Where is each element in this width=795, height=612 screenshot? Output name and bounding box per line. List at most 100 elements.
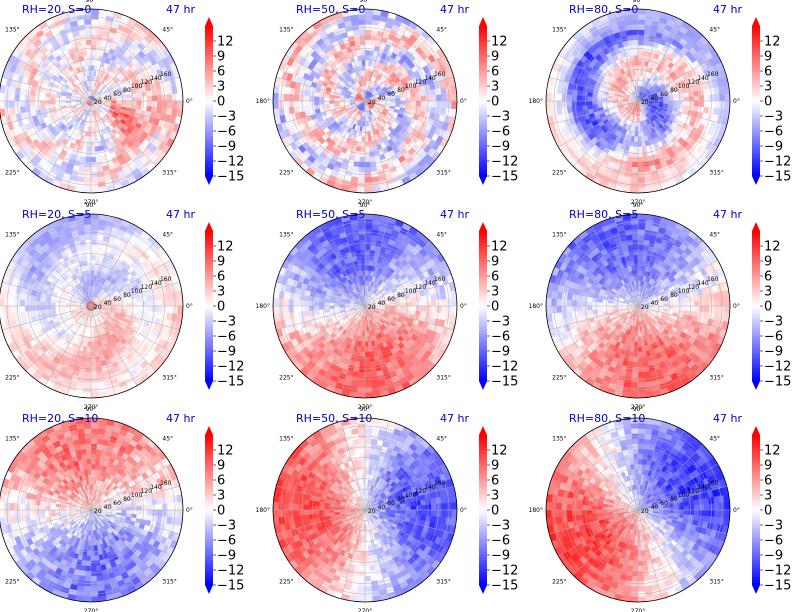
heatmap-cell — [637, 8, 647, 15]
heatmap-cell — [420, 105, 427, 112]
colorbar-segment — [479, 163, 487, 167]
heatmap-cell — [90, 34, 98, 41]
colorbar-segment — [205, 83, 213, 87]
colorbar-tick-label: −9 — [764, 140, 783, 155]
heatmap-cell — [293, 94, 300, 102]
heatmap-cell — [82, 346, 88, 353]
heatmap-cell — [688, 100, 695, 107]
heatmap-cell — [441, 100, 447, 109]
heatmap-cell — [298, 100, 305, 108]
heatmap-cell — [29, 95, 36, 102]
heatmap-cell — [358, 29, 366, 36]
heatmap-cell — [642, 39, 649, 46]
theta-tick-label: 135° — [552, 27, 566, 34]
heatmap-cell — [303, 100, 310, 107]
colorbar-segment — [752, 111, 760, 114]
heatmap-cell — [136, 301, 143, 307]
polar-panel: 0°45°90°135°180°225°270°315°204060801001… — [256, 0, 519, 206]
colorbar-segment — [752, 123, 760, 127]
colorbar-tick-label: 0 — [491, 95, 499, 110]
colorbar-tick-label: 12 — [217, 35, 234, 50]
heatmap-cell — [630, 24, 639, 30]
colorbar-segment — [752, 88, 760, 92]
heatmap-cell — [364, 187, 374, 194]
colorbar-segment — [479, 76, 487, 79]
colorbar-segment — [479, 101, 487, 104]
heatmap-cell — [151, 94, 158, 102]
heatmap-cell — [714, 100, 720, 109]
colorbar-tick-label: 6 — [764, 65, 772, 80]
heatmap-cell — [0, 84, 6, 94]
heatmap-cell — [714, 93, 720, 102]
r-tick-label: 80 — [123, 87, 131, 94]
colorbar-segment — [205, 71, 213, 74]
colorbar-tick-label: −15 — [491, 170, 518, 185]
heatmap-cell — [303, 90, 310, 97]
heatmap-cell — [288, 100, 294, 109]
colorbar-segment — [205, 143, 213, 147]
colorbar-segment — [205, 73, 213, 77]
heatmap-cell — [356, 141, 362, 148]
r-tick-label: 160 — [707, 71, 719, 78]
colorbar-segment — [205, 118, 213, 122]
colorbar-segment — [205, 146, 213, 149]
heatmap-cell — [364, 19, 373, 25]
time-label: 47 hr — [713, 3, 742, 16]
heatmap-cell — [141, 100, 148, 107]
heatmap-cell — [364, 29, 372, 36]
heatmap-cell — [688, 95, 695, 102]
heatmap-cell — [86, 49, 92, 56]
heatmap-cell — [355, 151, 361, 158]
colorbar-segment — [205, 46, 213, 49]
colorbar-segment — [752, 61, 760, 64]
heatmap-cell — [9, 93, 15, 102]
heatmap-cell — [81, 146, 88, 153]
heatmap-cell — [571, 100, 578, 108]
heatmap-cell — [683, 104, 690, 111]
heatmap-cell — [556, 100, 562, 109]
colorbar-segment — [752, 126, 760, 129]
heatmap-cell — [364, 54, 370, 61]
colorbar-segment — [752, 36, 760, 39]
colorbar-segment — [205, 58, 213, 62]
heatmap-cell — [634, 136, 639, 143]
colorbar-segment — [205, 31, 213, 34]
heatmap-cell — [90, 54, 96, 61]
colorbar-segment — [205, 61, 213, 64]
heatmap-cell — [683, 100, 690, 106]
heatmap-cell — [90, 187, 100, 194]
colorbar-segment — [752, 68, 760, 72]
heatmap-cell — [576, 95, 583, 102]
colorbar-segment — [205, 33, 213, 37]
colorbar-tick-label: −3 — [491, 110, 510, 125]
heatmap-cell — [571, 89, 578, 96]
polar-panel: 0°45°90°135°180°225°270°315°204060801001… — [0, 202, 244, 411]
heatmap-cell — [357, 177, 366, 183]
heatmap-cell — [637, 54, 643, 61]
polar-grid — [273, 9, 457, 193]
heatmap-cell — [80, 156, 87, 163]
colorbar-segment — [752, 91, 760, 94]
colorbar-tick-label: 6 — [217, 65, 225, 80]
colorbar-segment — [752, 71, 760, 74]
colorbar-segment — [479, 98, 487, 102]
heatmap-cell — [34, 91, 41, 97]
colorbar-segment — [205, 93, 213, 97]
r-tick-label: 80 — [397, 87, 405, 94]
heatmap-cell — [95, 44, 101, 51]
colorbar-segment — [752, 56, 760, 59]
colorbar-segment — [205, 96, 213, 99]
heatmap-cell — [0, 100, 5, 110]
heatmap-cell — [415, 105, 422, 111]
heatmap-cell — [425, 106, 432, 113]
heatmap-cell — [90, 59, 95, 66]
colorbar-tick-label: 3 — [491, 80, 499, 95]
colorbar-segment — [479, 128, 487, 132]
colorbar-segment — [479, 78, 487, 82]
heatmap-cell — [79, 161, 86, 168]
colorbar-segment — [479, 48, 487, 52]
colorbar-segment — [205, 128, 213, 132]
heatmap-cell — [637, 44, 644, 51]
